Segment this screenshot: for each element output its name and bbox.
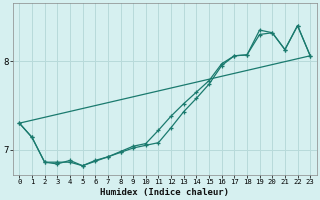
X-axis label: Humidex (Indice chaleur): Humidex (Indice chaleur)	[100, 188, 229, 197]
